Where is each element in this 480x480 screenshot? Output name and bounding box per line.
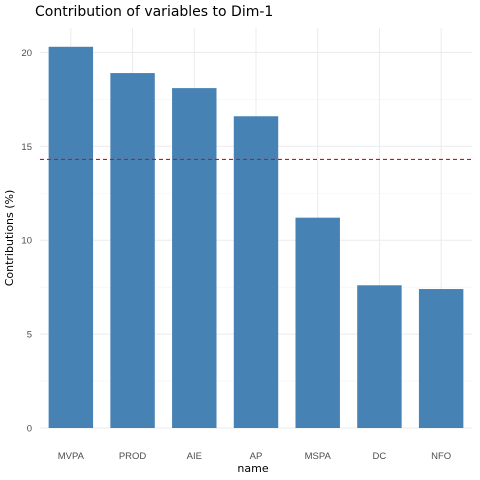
- x-axis-label: name: [237, 462, 268, 475]
- x-tick-label: AP: [250, 451, 263, 462]
- y-tick-label: 0: [27, 424, 32, 435]
- bar-dc: [357, 285, 402, 428]
- bar-mspa: [295, 217, 340, 428]
- y-axis-label: Contributions (%): [3, 190, 16, 287]
- bars: [48, 46, 464, 428]
- bar-aie: [172, 88, 217, 428]
- x-tick-label: AIE: [187, 451, 202, 462]
- bar-ap: [233, 116, 279, 428]
- bar-nfo: [418, 289, 464, 428]
- bar-mvpa: [48, 46, 94, 428]
- y-tick-label: 5: [27, 330, 32, 341]
- x-tick-label: DC: [373, 451, 387, 462]
- y-tick-label: 20: [21, 48, 32, 59]
- x-tick-label: NFO: [431, 451, 451, 462]
- x-tick-label: MSPA: [305, 451, 332, 462]
- chart-title: Contribution of variables to Dim-1: [35, 4, 273, 20]
- x-tick-label: PROD: [119, 451, 147, 462]
- x-axis-ticks: MVPA PROD AIE AP MSPA DC NFO: [58, 451, 451, 462]
- y-axis-ticks: 0 5 10 15 20: [21, 48, 32, 435]
- x-tick-label: MVPA: [58, 451, 85, 462]
- bar-prod: [110, 73, 155, 428]
- y-tick-label: 10: [21, 236, 32, 247]
- y-tick-label: 15: [21, 142, 32, 153]
